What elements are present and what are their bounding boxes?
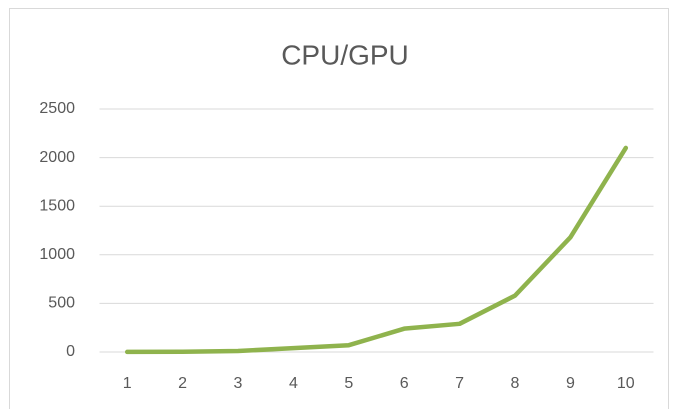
y-tick-label: 1500 xyxy=(39,197,75,214)
x-tick-label: 6 xyxy=(400,375,409,392)
x-tick-label: 4 xyxy=(289,375,298,392)
x-tick-label: 7 xyxy=(455,375,464,392)
y-tick-label: 2500 xyxy=(39,100,75,117)
x-tick-label: 9 xyxy=(566,375,575,392)
x-tick-label: 2 xyxy=(178,375,187,392)
y-tick-label: 2000 xyxy=(39,149,75,166)
x-tick-label: 1 xyxy=(123,375,132,392)
y-tick-label: 500 xyxy=(48,295,75,312)
y-tick-label: 0 xyxy=(66,343,75,360)
data-line xyxy=(124,145,629,355)
chart-title: CPU/GPU xyxy=(281,39,409,70)
x-tick-label: 8 xyxy=(511,375,520,392)
x-tick-label: 10 xyxy=(617,375,635,392)
y-tick-label: 1000 xyxy=(39,246,75,263)
x-tick-label: 3 xyxy=(234,375,243,392)
x-tick-label: 5 xyxy=(344,375,353,392)
